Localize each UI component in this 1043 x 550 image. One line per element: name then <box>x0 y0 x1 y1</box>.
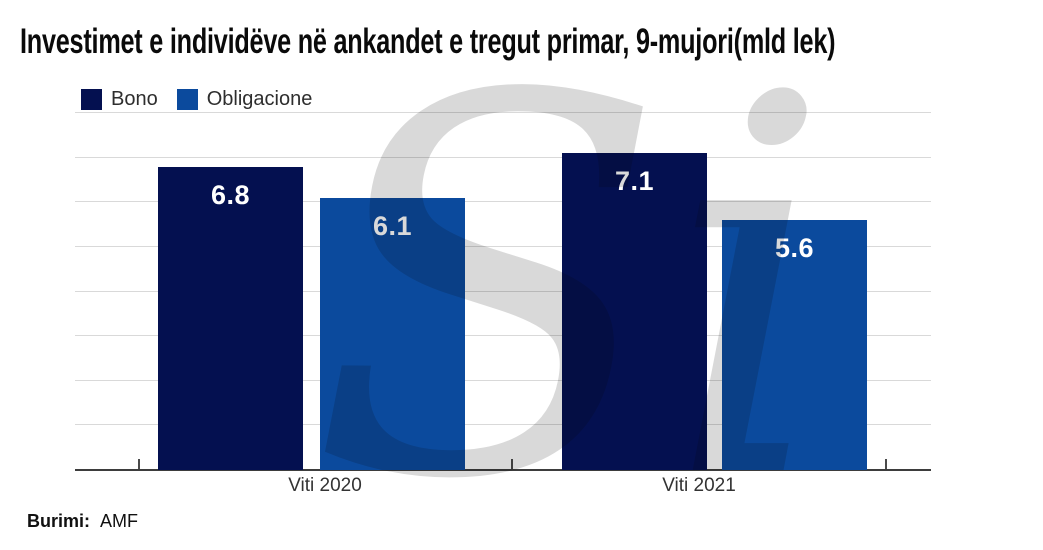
source-label: Burimi: <box>27 511 90 531</box>
page-title-text: Investimet e individëve në ankandet e tr… <box>20 22 836 61</box>
x-axis-line <box>75 469 931 471</box>
axis-tick <box>138 459 140 469</box>
bar-obligacione-viti-2020: 6.1 <box>320 197 465 470</box>
axis-tick <box>511 459 513 469</box>
bar-value-label: 6.1 <box>372 210 413 241</box>
legend: Bono Obligacione <box>81 88 331 111</box>
source-value: AMF <box>100 511 139 531</box>
bar-value-label: 7.1 <box>614 166 655 197</box>
legend-label: Bono <box>111 88 158 110</box>
bar-value-label: 5.6 <box>774 233 815 264</box>
bar-bono-viti-2021: 7.1 <box>562 153 707 470</box>
plot-area: 6.8 6.1 7.1 5.6 <box>75 112 931 471</box>
bar-bono-viti-2020: 6.8 <box>158 166 303 470</box>
x-axis-label-viti-2021: Viti 2021 <box>662 475 736 496</box>
gridline <box>75 156 931 158</box>
legend-label: Obligacione <box>206 88 313 110</box>
page-title: Investimet e individëve në ankandet e tr… <box>20 22 1043 62</box>
gridline <box>75 335 931 337</box>
gridline <box>75 245 931 247</box>
x-axis-label-viti-2020: Viti 2020 <box>288 475 362 496</box>
legend-item-bono: Bono <box>81 88 158 111</box>
source-line: Burimi: AMF <box>27 511 138 532</box>
gridline <box>75 379 931 381</box>
gridline <box>75 201 931 203</box>
legend-swatch-icon <box>81 89 102 110</box>
gridline <box>75 112 931 113</box>
bar-obligacione-viti-2021: 5.6 <box>722 220 867 470</box>
legend-swatch-icon <box>176 89 198 110</box>
bar-value-label: 6.8 <box>210 179 251 210</box>
gridline <box>75 424 931 426</box>
axis-tick <box>885 459 887 469</box>
legend-item-obligacione: Obligacione <box>176 88 313 111</box>
gridline <box>75 290 931 292</box>
